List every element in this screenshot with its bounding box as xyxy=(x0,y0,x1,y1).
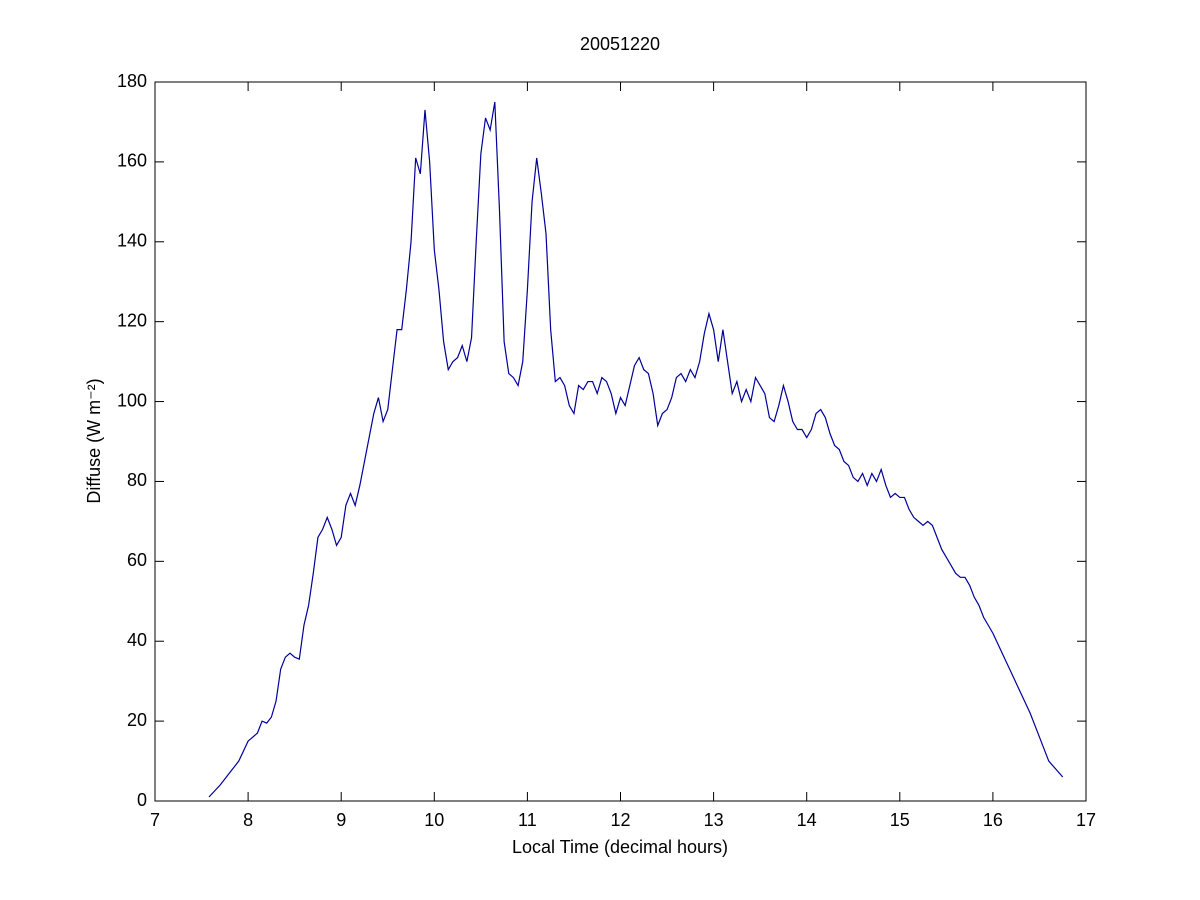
x-tick-label: 9 xyxy=(336,810,346,830)
x-tick-label: 15 xyxy=(890,810,910,830)
y-tick-label: 60 xyxy=(127,550,147,570)
data-line xyxy=(208,101,1064,798)
x-axis-label: Local Time (decimal hours) xyxy=(512,837,728,857)
y-axis-label: Diffuse (W m⁻²) xyxy=(84,378,104,503)
y-tick-label: 100 xyxy=(117,390,147,410)
x-tick-label: 8 xyxy=(243,810,253,830)
plot-frame xyxy=(154,81,1087,802)
y-tick-label: 120 xyxy=(117,310,147,330)
x-tick-label: 12 xyxy=(610,810,630,830)
y-tick-label: 80 xyxy=(127,470,147,490)
chart-title: 20051220 xyxy=(580,34,660,54)
y-tick-label: 40 xyxy=(127,630,147,650)
y-tick-label: 20 xyxy=(127,710,147,730)
x-tick-label: 10 xyxy=(424,810,444,830)
x-tick-label: 17 xyxy=(1076,810,1096,830)
x-tick-label: 16 xyxy=(983,810,1003,830)
x-tick-label: 14 xyxy=(797,810,817,830)
y-tick-label: 180 xyxy=(117,71,147,91)
y-tick-label: 140 xyxy=(117,231,147,251)
y-tick-label: 160 xyxy=(117,151,147,171)
x-tick-label: 11 xyxy=(518,810,537,830)
x-tick-label: 7 xyxy=(150,810,160,830)
y-tick-label: 0 xyxy=(137,790,147,810)
x-tick-label: 13 xyxy=(704,810,724,830)
